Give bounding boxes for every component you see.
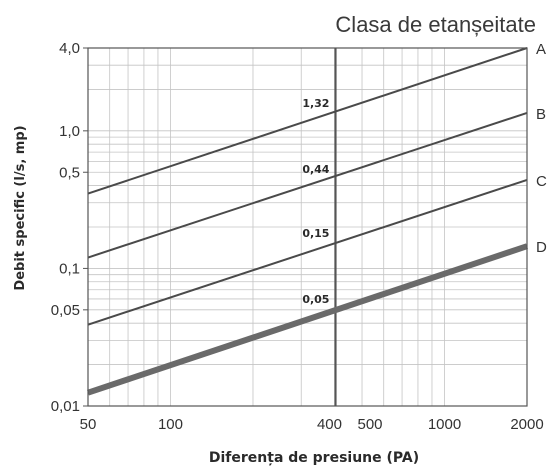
y-axis-label: Debit specific (l/s, mp) [13,125,28,290]
value-annotation: 1,32 [302,97,329,110]
series-line-d [87,243,528,396]
y-tick-label: 4,0 [59,40,80,57]
series-label-d: D [536,239,547,256]
x-axis-label: Diferența de presiune (PA) [209,450,419,466]
series-label-b: B [536,106,546,123]
y-tick-label: 0,01 [51,398,80,415]
plot-frame [87,47,528,407]
y-tick-label: 0,5 [59,164,80,181]
value-annotation: 0,15 [302,227,329,240]
x-tick-label: 400 [317,416,342,433]
x-tick-label: 2000 [510,416,543,433]
value-annotation: 0,05 [302,293,329,306]
series-line-b [87,111,528,259]
x-tick-label: 100 [158,416,183,433]
y-tick-label: 1,0 [59,123,80,140]
x-tick-label: 500 [358,416,383,433]
y-tick-label: 0,05 [51,302,80,319]
annotation-group: 1,32 0,44 0,15 0,05 [302,97,329,306]
y-tick-label: 0,1 [59,260,80,277]
value-annotation: 0,44 [302,163,329,176]
tick-label-group: 50 100 400 500 1000 2000 0,01 0,05 0,1 0,5 1,0 4,0 [51,40,544,433]
series-group: A B C D [87,41,547,396]
series-line-a [87,47,528,195]
chart-title: Clasa de etanșeitate [335,12,536,37]
x-tick-label: 50 [80,416,97,433]
series-label-a: A [536,41,546,58]
x-tick-label: 1000 [428,416,461,433]
series-label-c: C [536,173,547,190]
series-line-c [87,178,528,326]
